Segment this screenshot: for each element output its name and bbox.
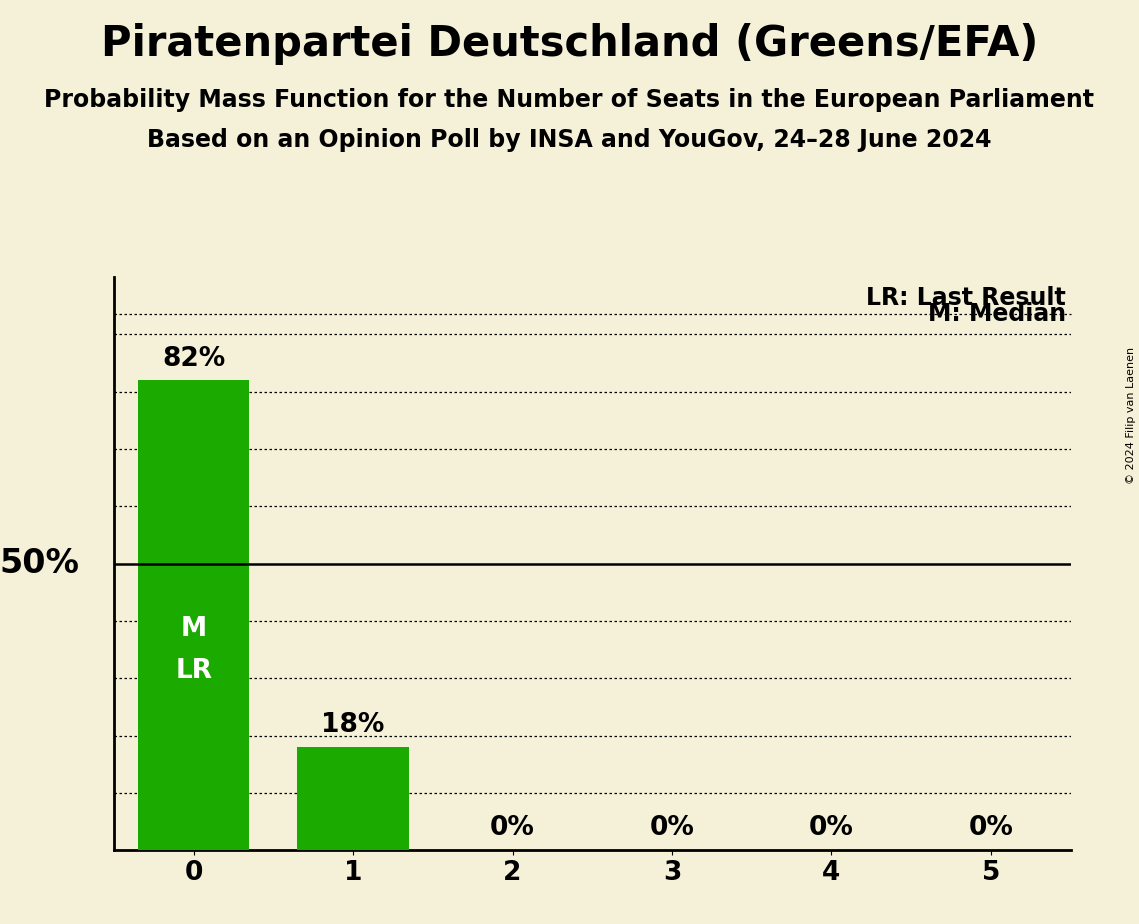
Text: 82%: 82% [162,346,226,371]
Text: Based on an Opinion Poll by INSA and YouGov, 24–28 June 2024: Based on an Opinion Poll by INSA and You… [147,128,992,152]
Text: LR: Last Result: LR: Last Result [866,286,1066,310]
Text: 0%: 0% [490,816,535,842]
Bar [138,381,249,850]
Text: © 2024 Filip van Laenen: © 2024 Filip van Laenen [1126,347,1136,484]
Bar [297,747,409,850]
Text: Piratenpartei Deutschland (Greens/EFA): Piratenpartei Deutschland (Greens/EFA) [101,23,1038,65]
Text: 0%: 0% [809,816,854,842]
Text: M: Median: M: Median [928,302,1066,326]
Text: 0%: 0% [968,816,1014,842]
Text: M
LR: M LR [175,615,212,684]
Text: 18%: 18% [321,712,385,738]
Text: 0%: 0% [649,816,695,842]
Text: Probability Mass Function for the Number of Seats in the European Parliament: Probability Mass Function for the Number… [44,88,1095,112]
Text: 50%: 50% [0,547,79,580]
